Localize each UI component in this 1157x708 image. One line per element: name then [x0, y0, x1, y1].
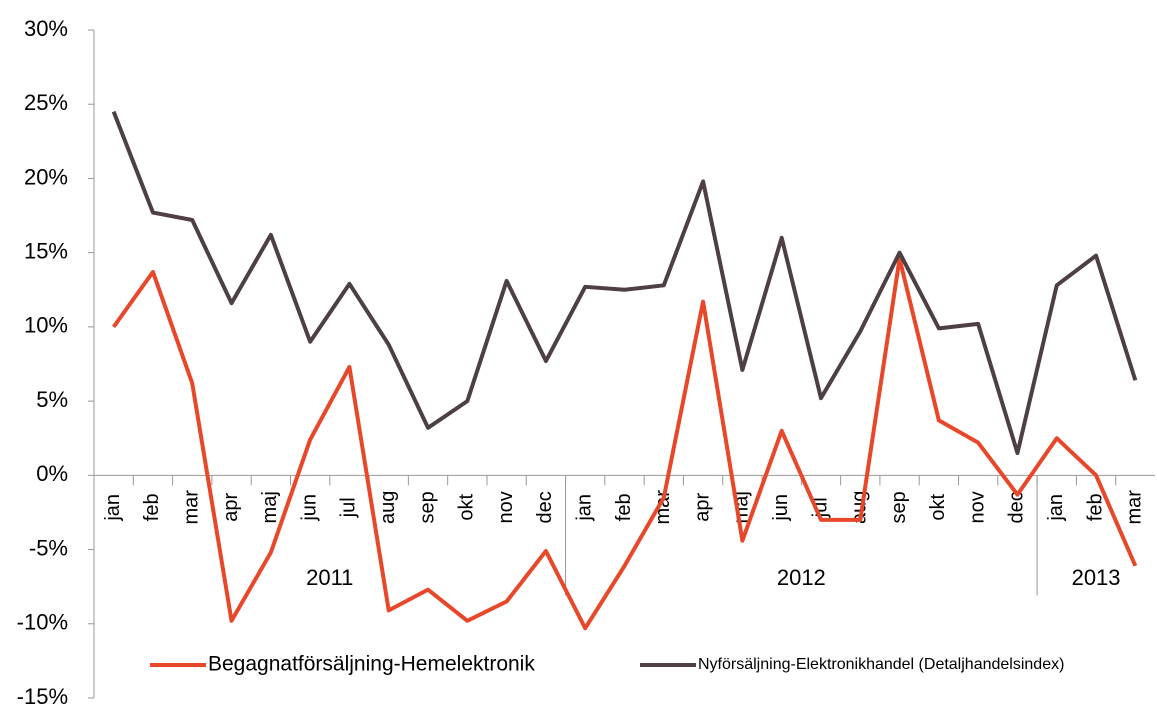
- y-tick-label: -5%: [29, 535, 68, 560]
- y-tick-label: 20%: [24, 164, 68, 189]
- group-label: 2011: [306, 565, 353, 590]
- y-tick-label: 15%: [24, 238, 68, 263]
- group-label: 2013: [1072, 565, 1121, 590]
- y-tick-label: 30%: [24, 16, 68, 41]
- x-tick-label: sep: [888, 491, 910, 523]
- series-line: [112, 256, 1138, 631]
- x-tick-label: sep: [416, 491, 438, 523]
- x-tick-label: feb: [1084, 493, 1106, 521]
- x-tick-label: nov: [495, 491, 517, 523]
- y-tick-label: 25%: [24, 90, 68, 115]
- legend-label: Begagnatförsäljning-Hemelektronik: [208, 653, 535, 676]
- x-tick-label: mar: [652, 490, 674, 525]
- x-tick-label: jan: [1045, 494, 1067, 522]
- x-tick-label: feb: [613, 493, 635, 521]
- x-tick-label: maj: [259, 491, 281, 523]
- x-tick-label: apr: [691, 493, 713, 522]
- x-tick-label: mar: [181, 490, 203, 525]
- x-tick-label: dec: [534, 491, 556, 523]
- legend-label: Nyförsäljning-Elektronikhandel (Detaljha…: [698, 656, 1064, 673]
- group-label: 2012: [777, 565, 826, 590]
- y-tick-label: 5%: [36, 387, 68, 412]
- y-tick-label: -15%: [17, 684, 68, 708]
- x-tick-label: okt: [927, 494, 949, 521]
- x-tick-label: jun: [770, 494, 792, 522]
- x-tick-label: apr: [220, 493, 242, 522]
- x-tick-label: jan: [102, 494, 124, 522]
- x-tick-label: aug: [377, 491, 399, 524]
- x-tick-label: dec: [1006, 491, 1028, 523]
- x-tick-label: feb: [141, 493, 163, 521]
- series-line: [111, 110, 1138, 456]
- x-tick-label: jul: [338, 497, 360, 518]
- y-tick-label: 10%: [24, 313, 68, 338]
- x-tick-label: okt: [456, 494, 478, 521]
- y-tick-label: 0%: [36, 461, 68, 486]
- x-tick-label: mar: [1124, 490, 1146, 525]
- x-tick-label: nov: [966, 491, 988, 523]
- x-tick-label: jun: [298, 494, 320, 522]
- y-tick-label: -10%: [17, 610, 68, 635]
- x-tick-label: jan: [573, 494, 595, 522]
